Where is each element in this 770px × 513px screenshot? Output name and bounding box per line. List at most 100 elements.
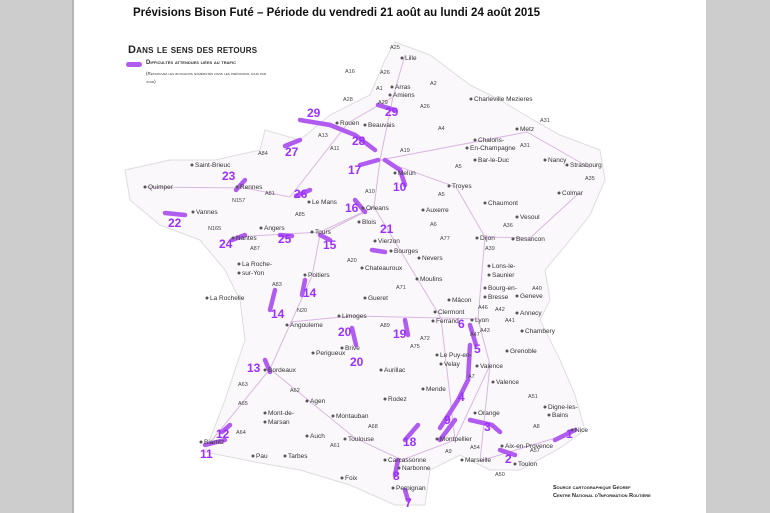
jam-number: 14 xyxy=(303,286,317,300)
city-label: Troyes xyxy=(452,183,472,190)
jam-number: 27 xyxy=(285,145,299,159)
city-dot xyxy=(191,210,195,214)
city-label: Quimper xyxy=(148,184,174,191)
city-dot xyxy=(421,387,425,391)
city-label: Arras xyxy=(395,84,411,91)
city-dot xyxy=(500,444,504,448)
city-label: Lille xyxy=(405,55,417,62)
city-label: Lyon xyxy=(475,317,489,324)
city-label: Chateauroux xyxy=(365,265,403,272)
city-dot xyxy=(397,466,401,470)
city-dot xyxy=(363,296,367,300)
city-dot xyxy=(251,454,255,458)
city-label: Bains xyxy=(552,412,569,419)
city-label: Annecy xyxy=(520,310,542,317)
city-dot xyxy=(388,93,392,97)
road-label: A1 xyxy=(376,86,383,92)
road-label: A26 xyxy=(420,104,430,110)
jam-number: 16 xyxy=(345,201,359,215)
road-label: A31 xyxy=(540,118,550,124)
city-dot xyxy=(303,273,307,277)
city-dot xyxy=(143,185,147,189)
jam-number: 11 xyxy=(200,447,213,461)
city-label: sur-Yon xyxy=(242,270,265,277)
city-dot xyxy=(469,97,473,101)
city-dot xyxy=(335,121,339,125)
city-dot xyxy=(415,277,419,281)
road-label: A75 xyxy=(410,344,420,350)
road-label: A83 xyxy=(272,282,282,288)
road-label: N20 xyxy=(297,308,307,314)
road-label: A36 xyxy=(503,223,513,229)
road-line xyxy=(269,364,491,461)
traffic-jam-segment xyxy=(497,447,518,458)
city-dot xyxy=(515,127,519,131)
road-line xyxy=(379,159,491,462)
city-dot xyxy=(263,411,267,415)
jam-number: 18 xyxy=(403,435,417,449)
city-label: Angers xyxy=(264,225,285,232)
road-label: A54 xyxy=(470,445,480,451)
city-dot xyxy=(259,226,263,230)
road-label: A5 xyxy=(438,192,445,198)
road-label: A68 xyxy=(368,424,378,430)
road-line xyxy=(144,96,394,198)
city-label: Saunier xyxy=(492,272,515,279)
road-label: N165 xyxy=(208,226,221,232)
jam-number: 7 xyxy=(405,496,412,510)
traffic-jam-segment xyxy=(352,197,368,215)
road-label: A16 xyxy=(345,69,355,75)
traffic-jam-segment xyxy=(375,102,398,113)
city-label: Nancy xyxy=(548,157,567,164)
city-dot xyxy=(520,329,524,333)
jam-number: 23 xyxy=(222,169,236,183)
traffic-jam-segment xyxy=(293,187,313,199)
city-dot xyxy=(515,311,519,315)
city-label: Le Puy-en- xyxy=(440,352,472,359)
road-label: A20 xyxy=(347,258,357,264)
city-dot xyxy=(310,230,314,234)
road-label: A71 xyxy=(396,285,406,291)
jam-number: 24 xyxy=(219,237,233,251)
traffic-jam-segment xyxy=(299,277,308,298)
jam-number: 17 xyxy=(348,163,362,177)
road-label: A65 xyxy=(238,401,248,407)
road-label: A84 xyxy=(258,151,268,157)
city-label: Toulouse xyxy=(348,436,374,443)
city-label: Lons-le- xyxy=(492,263,515,270)
city-dot xyxy=(391,486,395,490)
traffic-jam-segment xyxy=(219,422,233,435)
city-dot xyxy=(431,319,435,323)
city-label: Nevers xyxy=(422,255,443,262)
road-line xyxy=(289,315,479,323)
city-dot xyxy=(473,411,477,415)
jam-number: 19 xyxy=(393,327,407,341)
city-dot xyxy=(433,310,437,314)
road-line xyxy=(235,206,375,238)
jam-number: 12 xyxy=(216,427,230,441)
city-dot xyxy=(379,368,383,372)
city-dot xyxy=(447,184,451,188)
road-label: A85 xyxy=(295,212,305,218)
road-label: A43 xyxy=(480,328,490,334)
city-dot xyxy=(483,295,487,299)
traffic-jam-segment xyxy=(267,287,278,313)
jam-number: 4 xyxy=(458,390,465,404)
city-label: Orange xyxy=(478,410,500,417)
road-label: A26 xyxy=(380,70,390,76)
jam-number: 3 xyxy=(484,420,491,434)
road-label: A72 xyxy=(420,336,430,342)
traffic-jam-segment xyxy=(327,122,378,153)
road-label: A50 xyxy=(495,472,505,478)
city-label: Agen xyxy=(310,398,326,405)
city-label: Colmar xyxy=(562,190,584,197)
road-label: A5 xyxy=(455,164,462,170)
road-label: A42 xyxy=(495,307,505,313)
city-dot xyxy=(421,208,425,212)
city-label: Aurillac xyxy=(384,367,406,374)
city-label: Vierzon xyxy=(378,238,400,245)
city-label: Limoges xyxy=(342,313,367,320)
traffic-jam-segment xyxy=(297,117,333,128)
city-dot xyxy=(305,434,309,438)
road-label: A81 xyxy=(265,191,275,197)
